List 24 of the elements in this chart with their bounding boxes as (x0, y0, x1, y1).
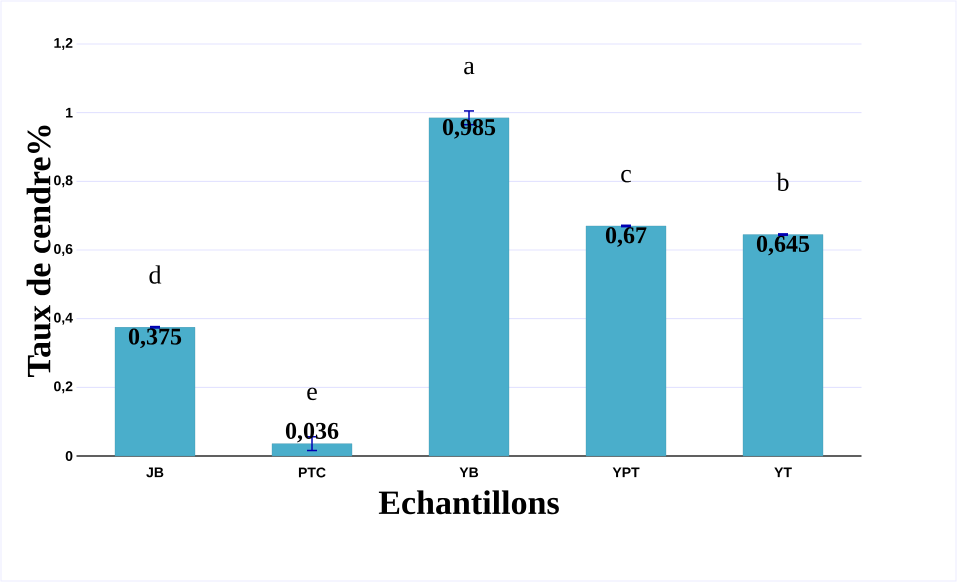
y-tick-label: 0,4 (54, 312, 73, 325)
x-tick-label: YB (460, 468, 478, 478)
x-tick-label: YPT (612, 468, 640, 478)
y-tick-label: 1 (66, 108, 73, 118)
y-tick-label: 0,6 (54, 244, 72, 256)
data-label: 0,645 (756, 236, 810, 256)
y-tick-label: 0,2 (54, 381, 72, 394)
annotation: a (464, 62, 474, 74)
annotation: e (307, 388, 317, 400)
x-tick-label: PTC (298, 468, 326, 478)
annotation: c (621, 170, 631, 182)
x-tick-label: JB (146, 468, 164, 478)
y-tick-label: 1,2 (54, 38, 72, 50)
annotation: d (149, 265, 162, 284)
x-axis-title: Echantillons (378, 490, 559, 514)
y-axis-title: Taux de cendre% (26, 126, 51, 377)
annotation: b (776, 172, 789, 192)
data-label: 0,985 (442, 119, 496, 139)
data-label: 0,375 (128, 328, 182, 348)
data-label: 0,67 (606, 227, 646, 247)
y-tick-label: 0,8 (54, 175, 73, 188)
data-label: 0,036 (286, 422, 338, 442)
x-tick-label: YT (774, 468, 792, 478)
y-tick-label: 0 (66, 451, 72, 461)
